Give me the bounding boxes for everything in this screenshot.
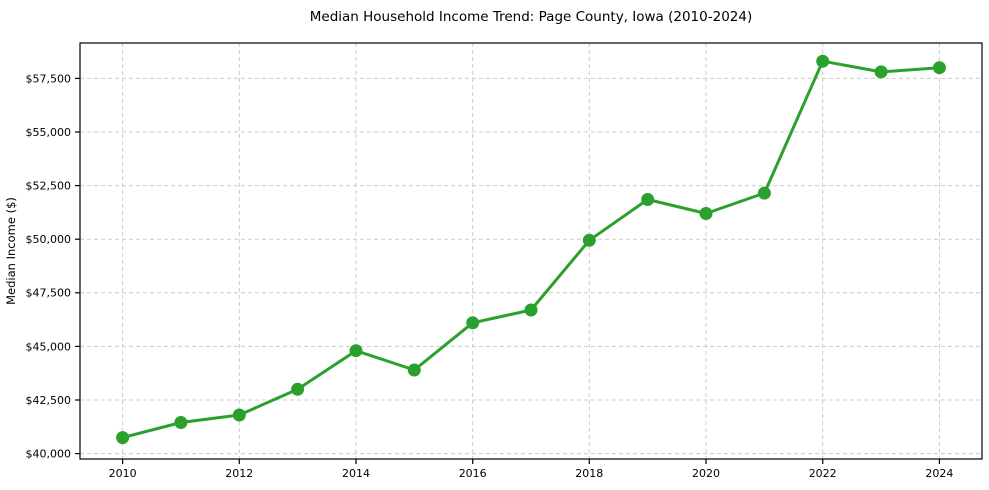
data-point-2013	[291, 382, 305, 396]
data-point-2015	[407, 363, 421, 377]
chart-title: Median Household Income Trend: Page Coun…	[310, 9, 752, 25]
y-tick-label: $47,500	[26, 287, 72, 300]
y-tick-label: $40,000	[26, 448, 72, 461]
data-point-2011	[174, 416, 188, 429]
y-tick-label: $52,500	[26, 180, 72, 193]
data-point-2020	[699, 207, 713, 220]
data-point-2019	[641, 193, 655, 206]
x-tick-label: 2016	[459, 467, 487, 480]
data-point-2012	[232, 408, 246, 422]
plot-border	[79, 42, 983, 460]
x-tick-label: 2014	[342, 467, 370, 480]
x-tick-label: 2012	[225, 467, 253, 480]
income-trend-line	[121, 59, 941, 440]
data-point-2023	[874, 65, 888, 79]
y-axis-label: Median Income ($)	[4, 197, 18, 305]
x-tick-label: 2020	[692, 467, 720, 480]
data-point-2021	[757, 186, 771, 200]
data-point-2024	[932, 61, 946, 75]
data-point-2017	[524, 303, 538, 317]
data-point-2018	[582, 233, 596, 247]
x-tick-label: 2024	[925, 467, 953, 480]
y-tick-label: $55,000	[26, 126, 72, 139]
data-point-2016	[466, 316, 480, 330]
x-tick-label: 2022	[809, 467, 837, 480]
x-tick-label: 2010	[109, 467, 137, 480]
data-point-2010	[116, 431, 130, 445]
y-tick-label: $45,000	[26, 340, 72, 353]
y-tick-label: $50,000	[26, 233, 72, 246]
gridlines	[80, 43, 982, 459]
data-point-2014	[349, 344, 363, 358]
data-point-2022	[816, 54, 830, 68]
x-tick-label: 2018	[575, 467, 603, 480]
y-tick-label: $42,500	[26, 394, 72, 407]
y-tick-label: $57,500	[26, 72, 72, 85]
